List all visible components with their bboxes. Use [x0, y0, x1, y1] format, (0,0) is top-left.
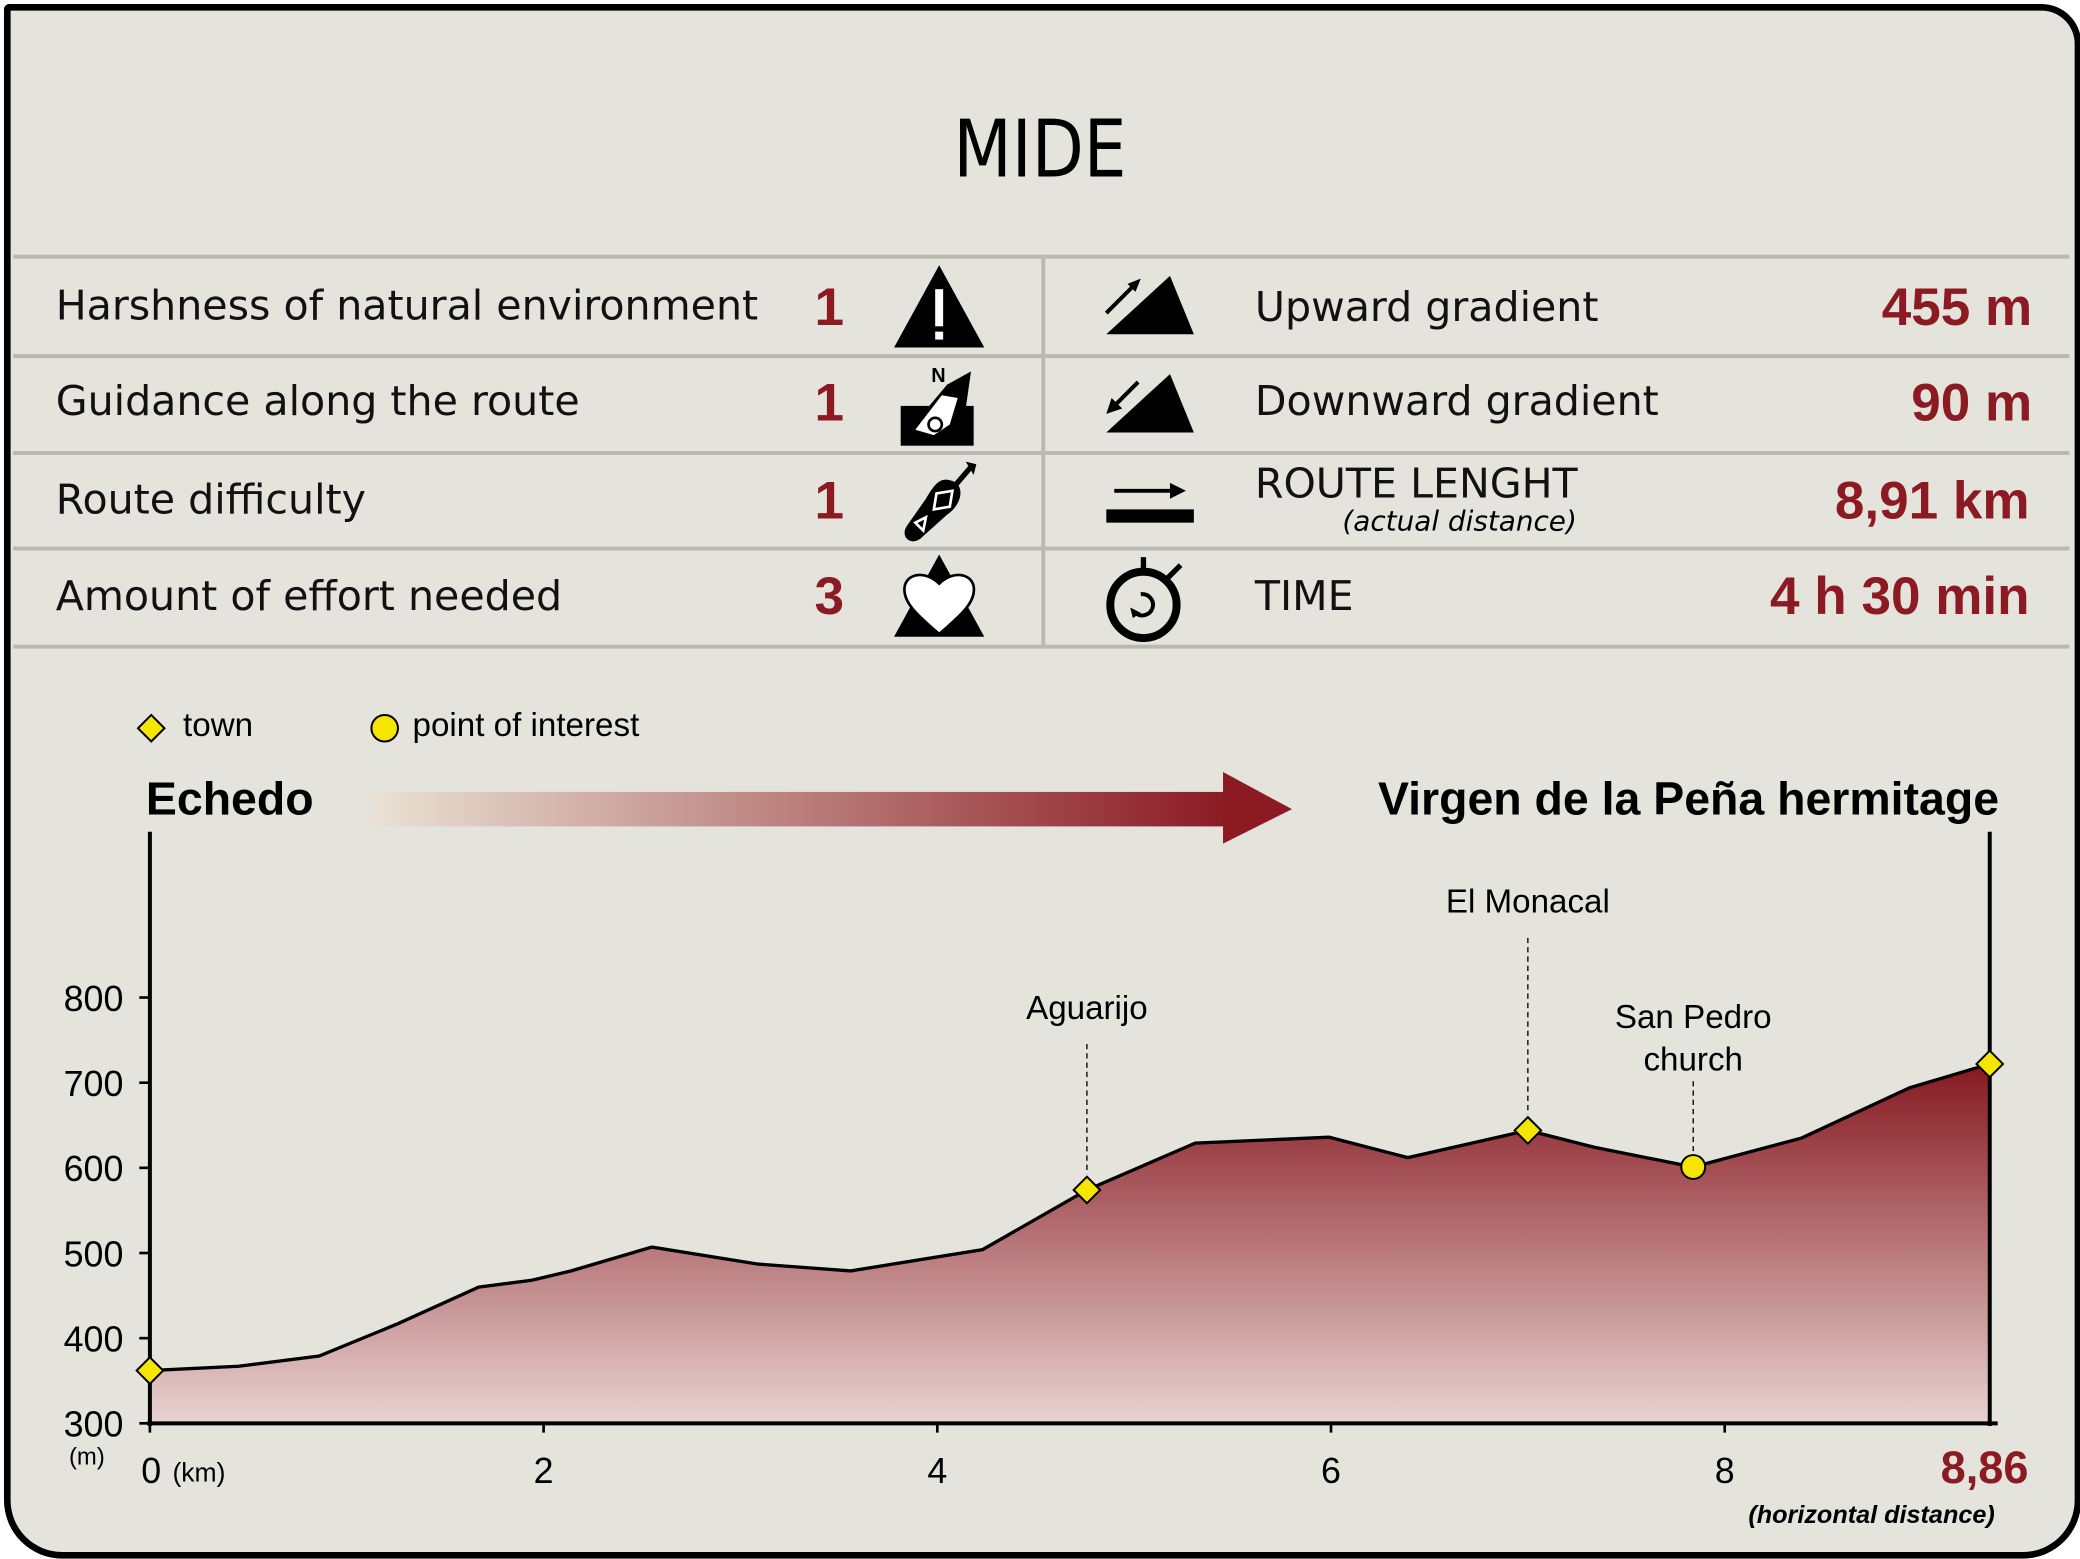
poi-circle-icon	[370, 713, 399, 743]
route-end: Virgen de la Peña hermitage	[1378, 773, 2000, 826]
stopwatch-icon	[1106, 557, 1183, 643]
x-tick-label: 6	[1321, 1451, 1341, 1491]
stat-value: 4 h 30 min	[1770, 567, 2030, 627]
y-tick-label: 800	[64, 979, 124, 1019]
mide-label: Amount of effort needed	[55, 573, 563, 621]
y-tick-label: 300	[64, 1405, 124, 1445]
direction-arrow-icon	[371, 772, 1293, 844]
page-title: MIDE	[953, 103, 1127, 197]
stat-value: 455 m	[1881, 278, 2033, 337]
x-axis-note: (horizontal distance)	[1748, 1501, 1995, 1530]
mide-value: 1	[814, 472, 844, 531]
stat-sublabel: (actual distance)	[1342, 505, 1577, 538]
town-marker	[135, 1355, 165, 1386]
y-tick-label: 700	[64, 1064, 124, 1104]
elevation-area	[149, 1063, 1990, 1424]
y-tick-label: 400	[64, 1319, 124, 1359]
heart-mountain-icon	[894, 554, 985, 637]
upward-gradient-icon	[1104, 275, 1194, 335]
mide-label: Route difficulty	[55, 476, 367, 524]
legend-town: town	[183, 707, 254, 745]
x-tick-label: 0	[141, 1451, 161, 1491]
mide-value: 1	[814, 278, 844, 337]
elevation-line	[149, 1062, 1991, 1373]
divider	[1041, 256, 1046, 648]
stat-label: TIME	[1254, 573, 1354, 621]
town-diamond-icon	[136, 713, 166, 743]
town-marker	[1975, 1049, 2005, 1079]
mide-label: Guidance along the route	[55, 378, 580, 426]
stat-value: 8,91 km	[1834, 472, 2030, 531]
warning-mountain-icon	[894, 265, 985, 348]
x-tick-label: 8	[1715, 1451, 1735, 1491]
route-start: Echedo	[145, 773, 314, 826]
stat-label: ROUTE LENGHT	[1254, 460, 1578, 509]
point-label: church	[1643, 1041, 1743, 1078]
legend-poi: point of interest	[412, 707, 640, 745]
y-tick-label: 500	[64, 1234, 124, 1274]
town-marker	[1513, 1115, 1543, 1146]
x-end-label: 8,86	[1940, 1443, 2029, 1494]
y-axis-unit: (m)	[68, 1443, 105, 1470]
y-tick-label: 600	[64, 1149, 124, 1189]
point-label: San Pedro	[1615, 999, 1772, 1036]
stat-label: Downward gradient	[1254, 378, 1659, 426]
svg-text:N: N	[931, 365, 945, 387]
x-tick-label: 2	[534, 1451, 554, 1491]
footprint-icon	[904, 461, 977, 542]
route-length-icon	[1106, 482, 1194, 523]
mide-value: 1	[814, 374, 844, 433]
x-axis-unit: (km)	[172, 1459, 226, 1489]
point-label: El Monacal	[1446, 884, 1610, 921]
poi-marker	[1680, 1154, 1707, 1180]
mide-label: Harshness of natural environment	[55, 282, 759, 331]
town-marker	[1072, 1175, 1102, 1205]
compass-sign-icon: N	[900, 365, 974, 446]
stat-value: 90 m	[1911, 374, 2033, 433]
downward-gradient-icon	[1106, 374, 1194, 433]
mide-value: 3	[814, 567, 844, 627]
x-tick-label: 4	[927, 1451, 947, 1491]
point-label: Aguarijo	[1026, 990, 1148, 1027]
stat-label: Upward gradient	[1254, 283, 1599, 332]
